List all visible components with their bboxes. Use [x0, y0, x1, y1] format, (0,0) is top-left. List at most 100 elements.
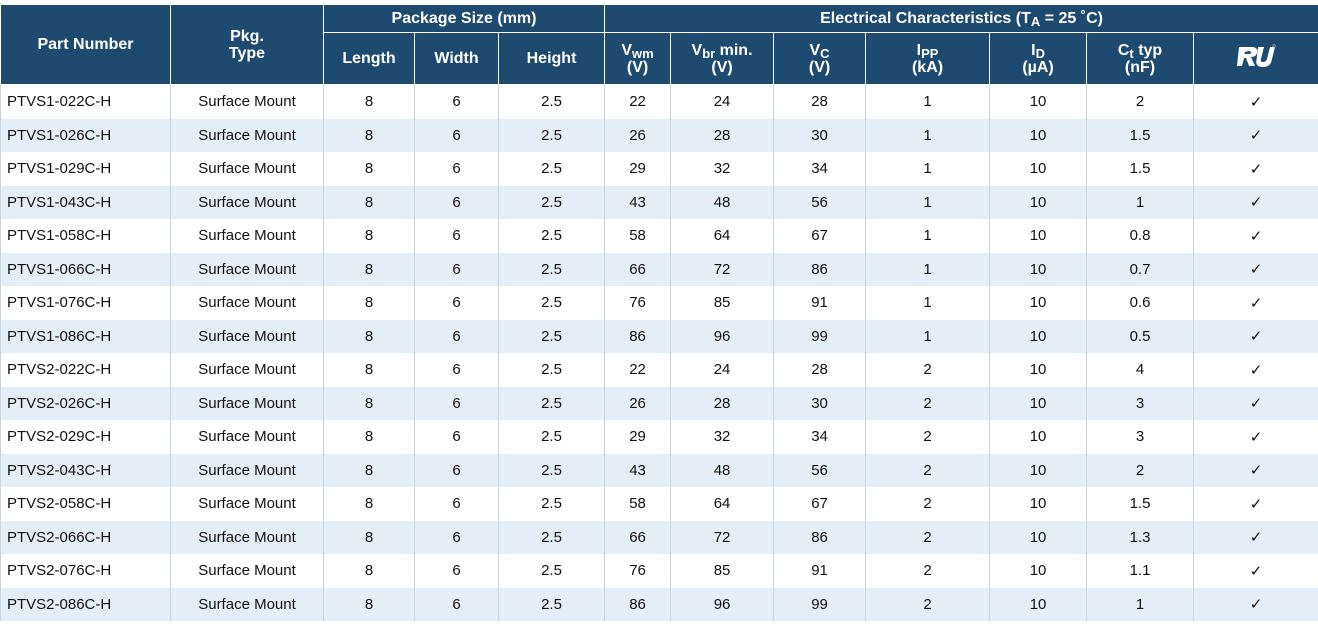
table-cell: Surface Mount — [170, 587, 324, 621]
table-cell: 2.5 — [497, 487, 606, 521]
table-cell: 91 — [773, 554, 867, 588]
table-cell: Surface Mount — [170, 286, 324, 320]
header-unit: (V) — [808, 58, 831, 76]
table-cell: 28 — [773, 84, 867, 119]
header-unit: (kA) — [911, 58, 944, 76]
table-cell: 2 — [1086, 453, 1195, 487]
table-cell: 8 — [323, 319, 415, 353]
table-cell: 2 — [865, 587, 991, 621]
header-subscript: PP — [921, 45, 939, 61]
table-cell: PTVS1-029C-H — [0, 152, 171, 186]
header-text: Height — [526, 50, 577, 67]
table-cell: 96 — [670, 587, 775, 621]
table-cell: ✓ — [1193, 554, 1318, 588]
table-cell: 72 — [670, 520, 775, 554]
table-cell: 1.5 — [1086, 118, 1195, 152]
table-cell: 2 — [865, 453, 991, 487]
table-cell: 32 — [670, 152, 775, 186]
table-cell: 0.7 — [1086, 252, 1195, 286]
header-text: Electrical Characteristics (T — [820, 10, 1031, 27]
table-cell: ✓ — [1193, 185, 1318, 219]
header-subscript: wm — [632, 45, 654, 61]
table-cell: 26 — [604, 118, 672, 152]
header-pkg-type: Pkg. Type — [170, 4, 324, 85]
header-line: VC — [774, 42, 865, 61]
table-cell: 99 — [773, 319, 867, 353]
table-cell: 2 — [865, 487, 991, 521]
table-cell: 2.5 — [497, 185, 606, 219]
table-cell: ✓ — [1193, 520, 1318, 554]
table-cell: 86 — [773, 520, 867, 554]
table-cell: 76 — [604, 286, 672, 320]
table-cell: 2.5 — [497, 587, 606, 621]
table-row: PTVS1-026C-H Surface Mount 8 6 2.5 26 28 30 1 10 1… — [0, 118, 1318, 152]
table-cell: 10 — [989, 386, 1088, 420]
table-row: PTVS1-058C-H Surface Mount 8 6 2.5 58 64 67 1 10 0… — [0, 219, 1318, 253]
table-cell: ✓ — [1193, 453, 1318, 487]
table-cell: 2 — [865, 554, 991, 588]
table-cell: 10 — [989, 487, 1088, 521]
header-subscript: C — [820, 45, 830, 61]
table-cell: ✓ — [1193, 353, 1318, 387]
header-line: ID — [990, 41, 1086, 60]
header-line: IPP — [866, 42, 989, 61]
table-cell: 1.5 — [1086, 487, 1195, 521]
table-cell: 2.5 — [497, 252, 606, 286]
table-cell: 43 — [604, 453, 672, 487]
table-cell: Surface Mount — [170, 252, 324, 286]
table-cell: Surface Mount — [170, 554, 324, 588]
header-text: Package Size (mm) — [391, 10, 537, 27]
table-cell: PTVS1-043C-H — [0, 185, 171, 219]
table-cell: PTVS1-066C-H — [0, 252, 171, 286]
table-cell: 43 — [604, 185, 672, 219]
table-cell: 8 — [323, 353, 415, 387]
table-cell: 24 — [670, 84, 775, 119]
table-cell: 3 — [1086, 386, 1195, 420]
table-cell: 2.5 — [497, 520, 606, 554]
table-cell: PTVS2-022C-H — [0, 353, 171, 387]
header-column: Height — [497, 32, 606, 85]
table-cell: 6 — [414, 319, 499, 353]
table-cell: 1.5 — [1086, 152, 1195, 186]
table-cell: 10 — [989, 219, 1088, 253]
table-row: PTVS1-066C-H Surface Mount 8 6 2.5 66 72 86 1 10 0… — [0, 252, 1318, 286]
table-cell: 10 — [989, 420, 1088, 454]
table-cell: 8 — [323, 386, 415, 420]
table-cell: ✓ — [1193, 319, 1318, 353]
table-cell: 3 — [1086, 420, 1195, 454]
table-cell: 0.6 — [1086, 286, 1195, 320]
header-line: Ct typ — [1087, 41, 1193, 60]
table-cell: 6 — [414, 118, 499, 152]
table-cell: 0.5 — [1086, 319, 1195, 353]
header-unit: (µA) — [1022, 58, 1054, 76]
table-cell: 4 — [1086, 353, 1195, 387]
table-cell: 67 — [773, 219, 867, 253]
table-cell: Surface Mount — [170, 453, 324, 487]
header-symbol: I — [1031, 41, 1036, 59]
table-cell: 24 — [670, 353, 775, 387]
header-unit: (V) — [626, 58, 649, 76]
table-cell: ✓ — [1193, 84, 1318, 119]
header-column: Length — [323, 32, 415, 85]
table-cell: 8 — [323, 118, 415, 152]
table-cell: 2.5 — [497, 554, 606, 588]
table-row: PTVS2-022C-H Surface Mount 8 6 2.5 22 24 28 2 10 4… — [0, 353, 1318, 387]
table-row: PTVS2-076C-H Surface Mount 8 6 2.5 76 85 91 2 10 1… — [0, 554, 1318, 588]
table-cell: 6 — [414, 520, 499, 554]
table-cell: 2.5 — [497, 353, 606, 387]
table-cell: 34 — [773, 152, 867, 186]
header-column: Vwm (V) — [604, 32, 672, 85]
header-line: Vwm — [605, 42, 670, 61]
table-cell: 10 — [989, 118, 1088, 152]
table-cell: 28 — [670, 386, 775, 420]
table-cell: 86 — [773, 252, 867, 286]
header-column: Width — [414, 32, 499, 85]
header-column: VC (V) — [773, 32, 867, 85]
table-cell: Surface Mount — [170, 219, 324, 253]
table-cell: 1 — [1086, 185, 1195, 219]
ul-logo — [1237, 43, 1276, 67]
header-symbol: C — [1117, 41, 1130, 59]
table-cell: PTVS2-086C-H — [0, 587, 171, 621]
table-cell: PTVS2-043C-H — [0, 453, 171, 487]
